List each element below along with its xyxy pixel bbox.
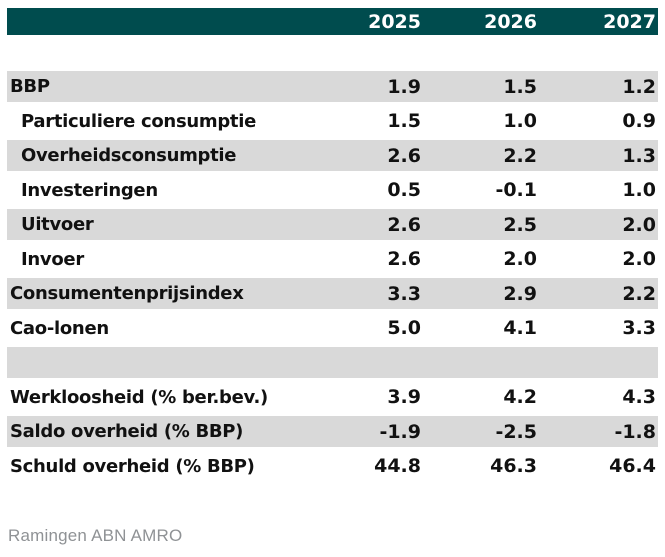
value-cell: -2.5 — [495, 420, 537, 443]
value-cell: 2.0 — [622, 248, 656, 270]
value-cell: 3.3 — [387, 282, 421, 305]
value-cell: 1.9 — [387, 75, 421, 98]
row-label: Particuliere consumptie — [21, 110, 256, 132]
value-cell: 1.5 — [387, 110, 421, 132]
row-label: BBP — [10, 76, 50, 97]
row-label: Investeringen — [21, 179, 158, 201]
table-header-row: 2025 2026 2027 — [7, 8, 658, 35]
table-row-overheidsconsumptie: Overheidsconsumptie 2.6 2.2 1.3 — [7, 140, 658, 171]
value-cell: 1.5 — [503, 75, 537, 98]
value-cell: 46.4 — [609, 455, 656, 477]
table-row-cao-lonen: Cao-lonen 5.0 4.1 3.3 — [7, 312, 658, 344]
value-cell: 0.5 — [387, 179, 421, 201]
value-cell: 44.8 — [374, 455, 421, 477]
value-cell: 4.3 — [622, 386, 656, 408]
row-label: Uitvoer — [21, 214, 94, 235]
value-cell: 2.6 — [387, 144, 421, 167]
row-label: Consumentenprijsindex — [10, 283, 244, 304]
value-cell: 3.3 — [622, 317, 656, 339]
value-cell: 3.9 — [387, 386, 421, 408]
table-row-bbp: BBP 1.9 1.5 1.2 — [7, 71, 658, 102]
value-cell: 2.2 — [622, 282, 656, 305]
value-cell: -1.9 — [379, 420, 421, 443]
table-row-saldo-overheid: Saldo overheid (% BBP) -1.9 -2.5 -1.8 — [7, 416, 658, 447]
row-label: Schuld overheid (% BBP) — [10, 455, 255, 477]
row-label: Overheidsconsumptie — [21, 145, 237, 166]
row-label: Werkloosheid (% ber.bev.) — [10, 386, 268, 408]
value-cell: 1.2 — [622, 75, 656, 98]
value-cell: 46.3 — [490, 455, 537, 477]
table-row-uitvoer: Uitvoer 2.6 2.5 2.0 — [7, 209, 658, 240]
row-label: Invoer — [21, 248, 84, 270]
column-header-2025: 2025 — [368, 10, 421, 33]
table-row-werkloosheid: Werkloosheid (% ber.bev.) 3.9 4.2 4.3 — [7, 381, 658, 413]
value-cell: 0.9 — [622, 110, 656, 132]
value-cell: 2.2 — [503, 144, 537, 167]
table-row-invoer: Invoer 2.6 2.0 2.0 — [7, 243, 658, 275]
value-cell: 2.6 — [387, 248, 421, 270]
value-cell: -1.8 — [614, 420, 656, 443]
column-header-2027: 2027 — [603, 10, 656, 33]
value-cell: 4.1 — [503, 317, 537, 339]
value-cell: 4.2 — [503, 386, 537, 408]
value-cell: 5.0 — [387, 317, 421, 339]
forecast-table: 2025 2026 2027 BBP 1.9 1.5 1.2 Particuli… — [7, 8, 658, 485]
table-body: BBP 1.9 1.5 1.2 Particuliere consumptie … — [7, 71, 658, 482]
value-cell: 2.0 — [503, 248, 537, 270]
value-cell: 1.3 — [622, 144, 656, 167]
row-label: Cao-lonen — [10, 317, 109, 339]
column-header-2026: 2026 — [484, 10, 537, 33]
table-row-consumentenprijsindex: Consumentenprijsindex 3.3 2.9 2.2 — [7, 278, 658, 309]
table-row-schuld-overheid: Schuld overheid (% BBP) 44.8 46.3 46.4 — [7, 450, 658, 482]
value-cell: 2.5 — [503, 213, 537, 236]
value-cell: 2.0 — [622, 213, 656, 236]
value-cell: 1.0 — [503, 110, 537, 132]
table-row-investeringen: Investeringen 0.5 -0.1 1.0 — [7, 174, 658, 206]
table-row-particuliere-consumptie: Particuliere consumptie 1.5 1.0 0.9 — [7, 105, 658, 137]
row-label: Saldo overheid (% BBP) — [10, 421, 244, 442]
source-note: Ramingen ABN AMRO — [8, 526, 183, 545]
value-cell: -0.1 — [495, 179, 537, 201]
value-cell: 1.0 — [622, 179, 656, 201]
value-cell: 2.9 — [503, 282, 537, 305]
table-row-spacer — [7, 347, 658, 378]
value-cell: 2.6 — [387, 213, 421, 236]
